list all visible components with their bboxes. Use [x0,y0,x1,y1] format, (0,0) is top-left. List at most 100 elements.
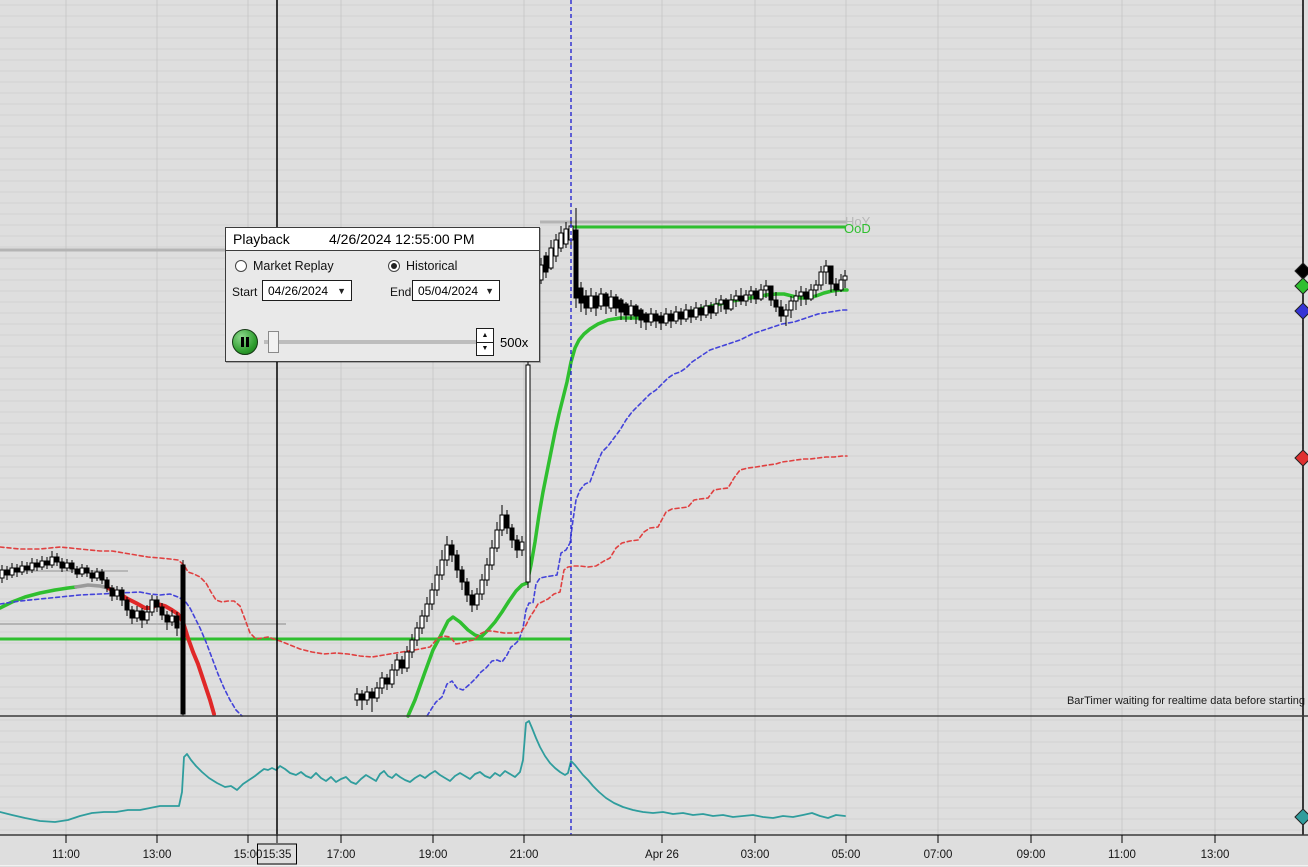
time-axis-label[interactable]: 11:00 [1108,849,1136,861]
candle-body [129,609,135,619]
speed-value: 500x [500,335,529,350]
time-axis-label[interactable]: 13:00 [143,849,172,861]
time-axis-label[interactable]: 03:00 [741,849,770,861]
start-date-value: 04/26/2024 [268,283,329,298]
candle-body [429,589,435,605]
candle-body [743,294,749,302]
candle-body [583,295,589,309]
candle-body [603,293,609,307]
time-axis-label[interactable]: 17:00 [327,849,356,861]
historical-label: Historical [406,259,458,273]
time-axis-label[interactable]: 21:00 [510,849,539,861]
candle-body [718,299,724,305]
time-axis-label[interactable]: 15:35 [263,849,292,861]
candle-body [828,265,834,285]
candle-body [79,567,85,575]
speed-slider[interactable] [264,329,478,355]
candle-body [728,299,734,310]
candle-body [813,284,819,291]
candle-body [359,693,365,701]
radio-circle-icon [235,260,247,272]
spinner-down-button[interactable]: ▼ [476,342,494,356]
speed-spinner: ▲ ▼ [476,328,494,356]
pause-button[interactable] [232,329,258,355]
candle-body [708,305,714,314]
time-axis-label[interactable]: 19:00 [419,849,448,861]
start-date-select[interactable]: 04/26/2024 ▼ [262,280,352,301]
candle-body [139,610,145,621]
candle-body [573,229,579,299]
candle-body [648,313,654,323]
candle-body [159,606,165,616]
market-replay-radio[interactable]: Market Replay [235,259,334,273]
candle-body [464,581,470,596]
candle-body [618,299,624,313]
candle-body [424,603,430,617]
candle-body [414,627,420,641]
time-axis-label[interactable]: 07:00 [924,849,953,861]
candle-body [74,568,80,575]
candle-body [434,574,440,591]
playback-current-time: 4/26/2024 12:55:00 PM [329,231,475,247]
candle-body [44,560,50,566]
historical-radio[interactable]: Historical [388,259,457,273]
time-axis-label[interactable]: Apr 26 [645,849,679,861]
candle-body [109,587,115,597]
start-label: Start [232,285,258,299]
candle-body [823,265,829,273]
candle-body [24,565,30,571]
candle-body [399,659,405,669]
candle-body [838,279,844,291]
candle-body [598,293,604,307]
candle-body [558,232,564,249]
radio-selected-icon [388,260,400,272]
candle-body [394,659,400,671]
candle-body [174,615,180,629]
candle-body [64,562,70,569]
session-time-box [257,843,297,865]
end-date-select[interactable]: 05/04/2024 ▼ [412,280,500,301]
candle-body [833,283,839,291]
candle-body [773,299,779,308]
candle-body [0,569,5,579]
candle-body [449,544,455,556]
candle-body [149,599,155,613]
end-label: End [390,285,412,299]
candle-body [788,300,794,311]
playback-dialog-title: Playback [233,231,290,247]
slider-track [264,340,478,344]
time-axis-label[interactable]: 05:00 [832,849,861,861]
candle-body [89,572,95,579]
band-red-line [0,455,848,658]
time-axis-label[interactable]: 15:00 [234,849,263,861]
candle-body [34,562,40,568]
indicator-teal-marker [1294,808,1308,826]
candle-body [404,651,410,669]
candle-body [548,247,554,269]
candle-body [758,289,764,300]
candle-body [798,291,804,297]
playback-dialog-titlebar[interactable]: Playback 4/26/2024 12:55:00 PM [226,228,539,251]
slider-thumb[interactable] [268,331,279,353]
time-axis-label[interactable]: 09:00 [1017,849,1046,861]
candle-body [698,307,704,316]
candle-body [19,565,25,573]
candle-body [633,305,639,317]
time-axis-label[interactable]: 13:00 [1201,849,1230,861]
candle-body [489,547,495,566]
indicator-teal-line [0,720,846,823]
candle-body [459,569,465,583]
ma-fast-up-segment [0,585,78,610]
candle-body [59,561,65,569]
band-blue-line [426,309,848,717]
candle-body [419,615,425,629]
candle-body [9,567,15,576]
axis-tick-marks [65,835,1216,843]
spinner-up-button[interactable]: ▲ [476,328,494,343]
candle-body [84,567,90,574]
candle-body [29,562,35,571]
candle-body [783,309,789,317]
pause-icon [241,337,244,347]
time-axis-label[interactable]: 11:00 [52,849,80,861]
